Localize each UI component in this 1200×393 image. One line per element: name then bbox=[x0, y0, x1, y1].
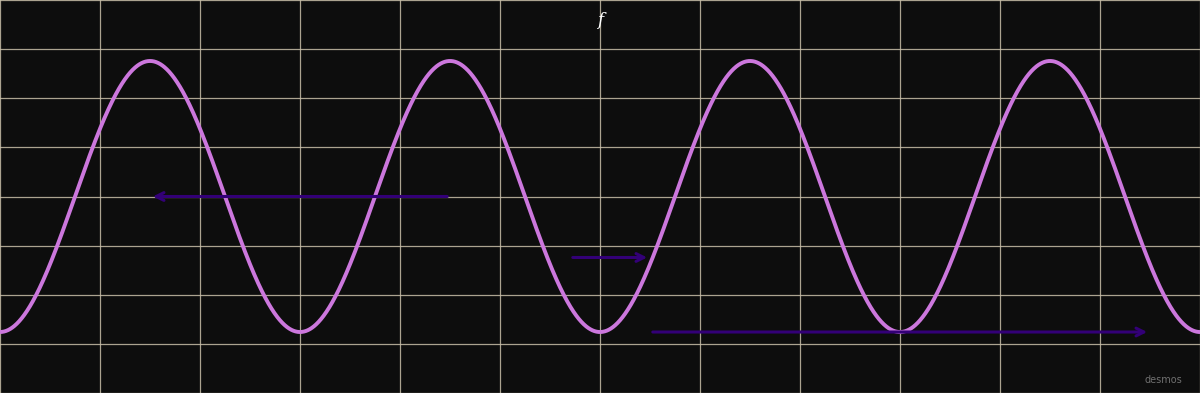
Text: f: f bbox=[596, 12, 604, 29]
Text: desmos: desmos bbox=[1145, 375, 1182, 385]
